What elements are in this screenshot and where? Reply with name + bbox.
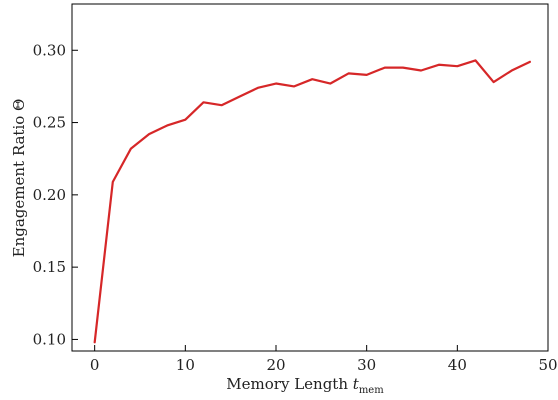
y-tick-label: 0.20 bbox=[33, 186, 66, 204]
axis-ticks bbox=[72, 49, 549, 351]
x-tick-label: 20 bbox=[266, 356, 285, 374]
x-axis-label: Memory Length tmem bbox=[226, 375, 384, 396]
x-tick-label: 0 bbox=[90, 356, 100, 374]
x-tick-label: 40 bbox=[448, 356, 467, 374]
x-tick-label: 30 bbox=[357, 356, 376, 374]
x-tick-label: 50 bbox=[538, 356, 557, 374]
y-tick-label: 0.30 bbox=[33, 41, 66, 59]
axis-tick-labels: 0 10 20 30 40 50 0.10 0.15 0.20 0.25 0.30 bbox=[33, 41, 558, 374]
x-tick-label: 10 bbox=[176, 356, 195, 374]
plot-frame bbox=[71, 3, 549, 352]
y-axis-label: Engagement Ratio Θ bbox=[10, 99, 28, 258]
series-line bbox=[93, 59, 531, 344]
y-tick-label: 0.15 bbox=[33, 258, 66, 276]
y-tick-label: 0.10 bbox=[33, 330, 66, 348]
y-tick-label: 0.25 bbox=[33, 114, 66, 132]
